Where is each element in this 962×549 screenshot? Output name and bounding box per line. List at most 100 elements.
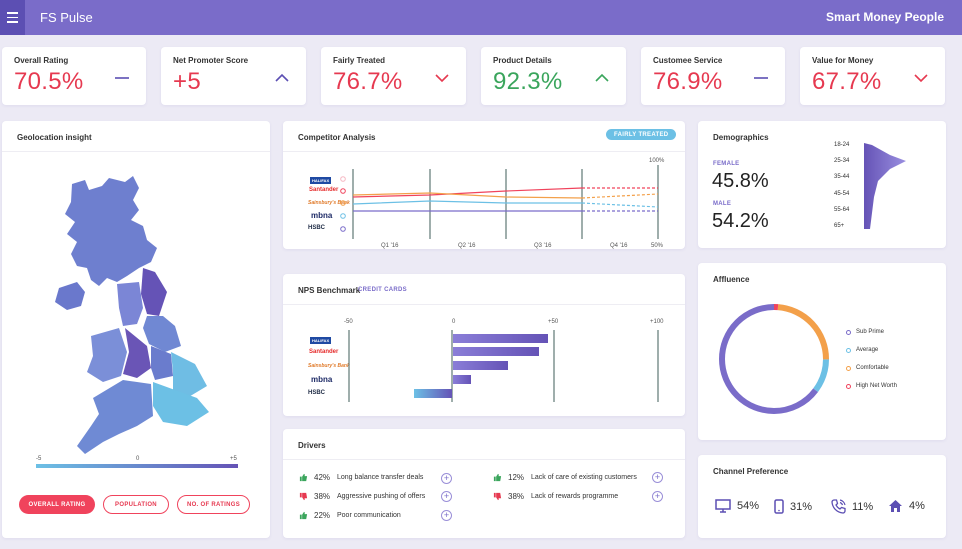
kpi-card-value-for-money[interactable]: Value for Money 67.7% <box>800 47 945 105</box>
kpi-label: Fairly Treated <box>333 56 386 65</box>
scale-min-label: -5 <box>36 456 42 462</box>
forecast-line-sainsburys <box>581 193 659 199</box>
legend-item-average[interactable]: Average <box>846 347 878 353</box>
legend-dot <box>846 365 851 371</box>
channel-value: 4% <box>909 500 925 512</box>
thumbs-up-icon <box>493 473 502 482</box>
kpi-label: Overall Rating <box>14 56 69 65</box>
uk-map[interactable] <box>47 176 227 461</box>
legend-label: High Net Worth <box>856 383 897 389</box>
card-title: Geolocation insight <box>17 133 92 142</box>
population-button[interactable]: POPULATION <box>103 495 169 514</box>
male-value: 54.2% <box>712 210 769 232</box>
thumbs-up-icon <box>299 473 308 482</box>
bar-halifax <box>453 334 548 343</box>
kpi-label: Net Promoter Score <box>173 56 249 65</box>
axis-label-0: 0 <box>452 319 456 325</box>
nps-bar-chart[interactable] <box>283 274 685 416</box>
competitor-line-chart[interactable] <box>283 121 685 249</box>
age-distribution-chart[interactable] <box>864 141 912 231</box>
kpi-value: +5 <box>173 68 201 95</box>
kpi-value: 70.5% <box>14 68 84 95</box>
legend-dot-halifax <box>340 176 346 182</box>
kpi-card-fairly-treated[interactable]: Fairly Treated 76.7% <box>321 47 466 105</box>
add-driver-button[interactable]: + <box>652 472 663 483</box>
add-driver-button[interactable]: + <box>441 510 452 521</box>
bank-logo-hsbc: HSBC <box>308 390 326 396</box>
trend-flat-icon <box>754 77 768 79</box>
divider <box>2 151 270 152</box>
no-of-ratings-button[interactable]: NO. OF RATINGS <box>177 495 250 514</box>
map-region-scotland <box>65 176 157 286</box>
bank-logo-mbna: mbna <box>311 375 333 384</box>
menu-icon[interactable] <box>0 0 25 35</box>
fairly-treated-tag[interactable]: FAIRLY TREATED <box>606 129 677 140</box>
legend-item-high-net-worth[interactable]: High Net Worth <box>846 383 897 389</box>
map-region-northern-ireland <box>55 282 85 310</box>
age-label: 18-24 <box>834 142 850 148</box>
kpi-card-overall-rating[interactable]: Overall Rating 70.5% <box>2 47 146 105</box>
nps-benchmark-card: NPS Benchmark CREDIT CARDS -50 0 +50 +10… <box>283 274 685 416</box>
age-label: 55-64 <box>834 207 850 213</box>
legend-dot <box>846 383 851 389</box>
add-driver-button[interactable]: + <box>652 491 663 502</box>
female-label: FEMALE <box>713 161 740 167</box>
channel-item-desktop[interactable]: 54% <box>715 499 759 513</box>
legend-item-sub-prime[interactable]: Sub Prime <box>846 329 884 335</box>
kpi-card-customer-service[interactable]: Customee Service 76.9% <box>641 47 785 105</box>
legend-item-comfortable[interactable]: Comfortable <box>846 365 889 371</box>
y-axis-bottom-label: 50% <box>651 243 664 249</box>
kpi-label: Value for Money <box>812 56 874 65</box>
phone-icon <box>831 499 846 514</box>
driver-row: 38% Aggressive pushing of offers <box>314 492 425 501</box>
series-line-mbna <box>352 200 582 205</box>
driver-percentage: 38% <box>508 492 525 501</box>
map-scale-bar <box>36 464 238 468</box>
channel-item-phone[interactable]: 11% <box>831 499 873 514</box>
bar-sainsburys <box>453 361 508 370</box>
card-title: Drivers <box>298 441 326 450</box>
kpi-label: Product Details <box>493 56 552 65</box>
affluence-donut-chart[interactable] <box>714 299 834 419</box>
affluence-card: Affluence Sub Prime Average Comfortable … <box>698 263 946 440</box>
kpi-card-nps[interactable]: Net Promoter Score +5 <box>161 47 306 105</box>
trend-flat-icon <box>115 77 129 79</box>
x-axis-label-q3: Q3 '16 <box>534 243 552 249</box>
axis-label-plus-50: +50 <box>548 319 559 325</box>
divider <box>283 304 685 305</box>
kpi-value: 76.9% <box>653 68 723 95</box>
legend-label: Comfortable <box>856 365 889 371</box>
kpi-value: 76.7% <box>333 68 403 95</box>
bank-logo-mbna: mbna <box>311 211 333 220</box>
legend-label: Average <box>856 347 879 353</box>
driver-row: 12% Lack of care of existing customers <box>508 473 637 482</box>
add-driver-button[interactable]: + <box>441 491 452 502</box>
age-label: 25-34 <box>834 158 850 164</box>
top-bar: FS Pulse Smart Money People <box>0 0 962 35</box>
driver-row: 38% Lack of rewards programme <box>508 492 618 501</box>
driver-text: Lack of care of existing customers <box>531 474 637 481</box>
driver-percentage: 12% <box>508 473 525 482</box>
channel-value: 31% <box>790 500 813 513</box>
credit-cards-tag[interactable]: CREDIT CARDS <box>358 287 407 293</box>
driver-text: Lack of rewards programme <box>531 493 619 500</box>
driver-text: Long balance transfer deals <box>337 474 424 481</box>
trend-up-icon <box>595 73 609 82</box>
driver-row: 42% Long balance transfer deals <box>314 473 423 482</box>
overall-rating-button[interactable]: OVERALL RATING <box>19 495 95 514</box>
kpi-value: 92.3% <box>493 68 563 95</box>
driver-text: Aggressive pushing of offers <box>337 493 426 500</box>
bank-logo-halifax: HALIFAX <box>310 337 332 344</box>
bank-logo-sainsburys: Sainsbury's Bank <box>308 363 350 369</box>
add-driver-button[interactable]: + <box>441 473 452 484</box>
card-title: Affluence <box>713 275 750 284</box>
channel-preference-card: Channel Preference 54% 31% 11% 4% <box>698 455 946 538</box>
trend-down-icon <box>435 74 449 83</box>
channel-item-home[interactable]: 4% <box>888 499 925 513</box>
kpi-value: 67.7% <box>812 68 882 95</box>
channel-value: 54% <box>737 500 760 512</box>
channel-item-mobile[interactable]: 31% <box>774 499 812 514</box>
axis-label-plus-100: +100 <box>650 319 664 325</box>
kpi-card-product-details[interactable]: Product Details 92.3% <box>481 47 626 105</box>
brand-name: Smart Money People <box>825 10 944 24</box>
